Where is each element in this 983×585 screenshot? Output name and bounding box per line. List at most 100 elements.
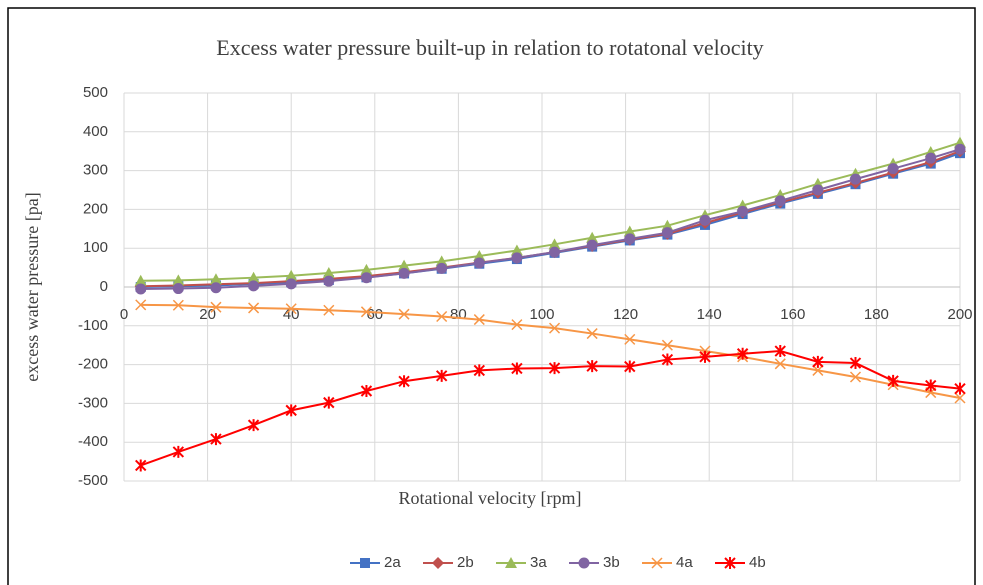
y-tick-label: 0	[100, 278, 108, 295]
y-tick-label: 500	[83, 84, 108, 101]
marker	[549, 322, 561, 334]
marker	[247, 271, 260, 283]
x-tick-label: 200	[947, 306, 972, 323]
y-tick-label: -400	[78, 433, 108, 450]
marker	[172, 445, 185, 458]
legend-marker	[360, 558, 370, 568]
x-tick-label: 80	[450, 306, 467, 323]
x-tick-label: 40	[283, 306, 300, 323]
marker	[925, 379, 937, 392]
legend-label: 3a	[530, 554, 547, 571]
marker	[473, 257, 485, 269]
marker	[285, 303, 297, 315]
marker	[323, 275, 335, 287]
marker	[661, 227, 673, 239]
marker	[736, 347, 749, 360]
marker	[247, 419, 260, 432]
marker	[511, 252, 523, 264]
marker	[661, 339, 673, 351]
x-tick-label: 120	[613, 306, 638, 323]
marker	[285, 269, 298, 281]
marker	[473, 314, 485, 326]
x-tick-label: 0	[120, 306, 128, 323]
y-tick-label: 100	[83, 239, 108, 256]
marker	[210, 282, 222, 294]
marker	[812, 364, 824, 376]
marker	[737, 205, 749, 217]
marker	[699, 214, 711, 226]
marker	[586, 328, 598, 340]
marker	[624, 333, 636, 345]
marker	[285, 278, 297, 290]
legend-marker	[651, 557, 663, 569]
marker	[360, 263, 373, 275]
marker	[248, 302, 260, 314]
marker	[285, 404, 297, 417]
y-tick-label: 300	[83, 162, 108, 179]
marker	[954, 382, 966, 395]
marker	[473, 249, 486, 261]
marker	[774, 195, 786, 207]
marker	[172, 299, 184, 311]
legend-label: 3b	[603, 554, 620, 571]
x-axis-label: Rotational velocity [rpm]	[399, 488, 582, 508]
x-tick-label: 20	[199, 306, 216, 323]
marker	[661, 353, 674, 366]
marker	[548, 238, 561, 250]
marker	[135, 283, 147, 295]
y-tick-label: -500	[78, 472, 108, 489]
legend-marker	[724, 557, 736, 569]
y-tick-label: -200	[78, 356, 108, 373]
marker	[549, 246, 561, 258]
marker	[135, 459, 147, 472]
marker	[887, 163, 899, 175]
chart-title: Excess water pressure built-up in relati…	[216, 35, 763, 60]
marker	[624, 233, 636, 245]
legend-marker	[505, 557, 517, 568]
x-tick-label: 180	[864, 306, 889, 323]
marker	[812, 355, 824, 368]
marker	[954, 143, 966, 155]
marker	[323, 304, 335, 316]
x-tick-label: 100	[529, 306, 554, 323]
marker	[360, 272, 372, 284]
x-tick-label: 60	[366, 306, 383, 323]
marker	[887, 374, 899, 387]
marker	[849, 357, 862, 370]
marker	[510, 244, 523, 256]
chart-frame	[7, 7, 976, 585]
marker	[435, 255, 448, 267]
marker	[436, 262, 448, 274]
marker	[210, 301, 222, 313]
marker	[511, 362, 523, 375]
marker	[323, 396, 335, 409]
marker	[209, 273, 222, 285]
x-tick-label: 140	[697, 306, 722, 323]
marker	[661, 219, 674, 231]
marker	[172, 283, 184, 295]
marker	[586, 231, 599, 243]
marker	[774, 345, 786, 358]
marker	[322, 267, 335, 279]
marker	[135, 299, 147, 311]
marker	[623, 225, 636, 237]
marker	[850, 173, 861, 185]
x-tick-label: 160	[780, 306, 805, 323]
marker	[849, 371, 862, 383]
marker	[548, 362, 561, 375]
marker	[511, 319, 523, 331]
marker	[248, 280, 260, 292]
marker	[586, 239, 598, 251]
y-axis-label: excess water pressure [pa]	[22, 192, 42, 381]
marker	[435, 369, 448, 382]
marker	[398, 259, 411, 271]
marker	[360, 384, 373, 397]
legend-label: 2a	[384, 554, 401, 571]
legend-marker	[578, 557, 590, 569]
marker	[210, 433, 222, 446]
marker	[699, 350, 711, 363]
marker	[436, 310, 448, 323]
marker	[812, 184, 824, 196]
